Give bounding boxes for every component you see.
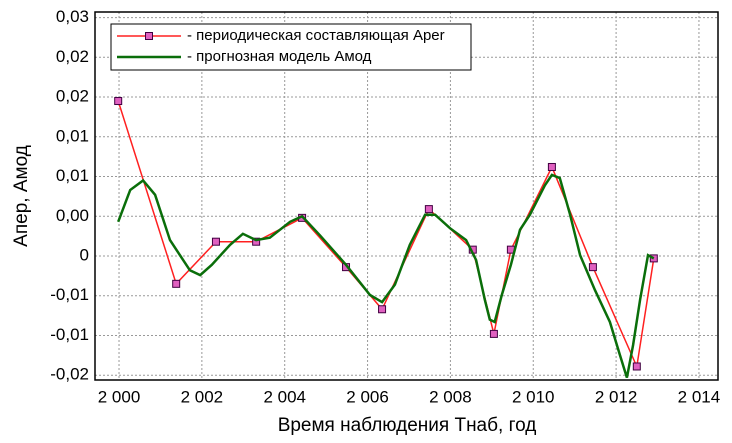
data-point (588, 263, 597, 272)
y-tick-label: -0,01 (50, 285, 89, 304)
y-axis-label: Апер, Амод (11, 145, 32, 247)
data-point (632, 362, 641, 371)
data-point (547, 162, 556, 171)
x-tick-label: 2 000 (98, 387, 141, 406)
data-point (172, 279, 181, 288)
data-point (114, 97, 123, 106)
x-tick-label: 2 006 (346, 387, 389, 406)
y-tick-label: -0,01 (50, 325, 89, 344)
data-point (424, 205, 433, 214)
data-point (378, 305, 387, 314)
plot-frame (94, 11, 719, 381)
data-point (211, 237, 220, 246)
x-tick-label: 2 002 (181, 387, 224, 406)
data-point (489, 329, 498, 338)
data-point (252, 237, 261, 246)
legend-label: - периодическая составляющая Aper (187, 27, 445, 44)
x-tick-label: 2 014 (678, 387, 721, 406)
x-tick-label: 2 004 (263, 387, 306, 406)
y-tick-label: 0,00 (56, 206, 89, 225)
x-axis-label: Время наблюдения Тнаб, год (278, 415, 537, 436)
y-tick-label: 0,01 (56, 126, 89, 145)
legend-marker (145, 32, 153, 40)
y-tick-label: 0,02 (56, 47, 89, 66)
legend-box (110, 23, 472, 71)
y-tick-label: 0,03 (56, 7, 89, 26)
x-tick-label: 2 012 (595, 387, 638, 406)
x-tick-label: 2 008 (429, 387, 472, 406)
y-tick-label: -0,02 (50, 365, 89, 384)
y-tick-label: 0,02 (56, 87, 89, 106)
series-line (117, 173, 655, 378)
x-tick-label: 2 010 (512, 387, 555, 406)
y-tick-label: 0,01 (56, 166, 89, 185)
plot-area (95, 12, 718, 380)
legend-label: - прогнозная модель Амод (187, 48, 372, 65)
y-tick-label: 0 (80, 245, 89, 264)
